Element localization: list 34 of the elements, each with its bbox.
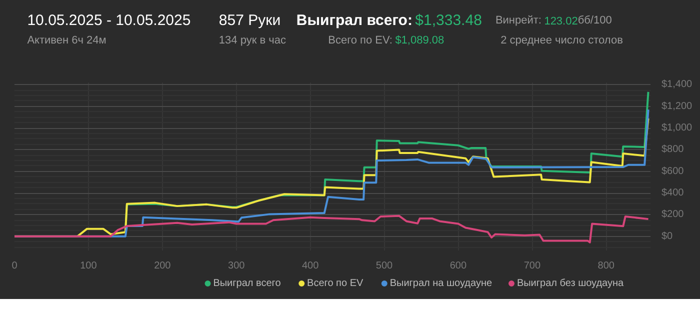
line-series	[14, 214, 650, 244]
text: 123.02	[544, 16, 578, 28]
text: 857 Руки	[218, 12, 281, 29]
y-tick-label: $600	[662, 166, 684, 177]
text: $1,089.08	[395, 34, 444, 46]
text: 10.05.2025 - 10.05.2025	[27, 12, 191, 29]
x-tick-label: 200	[154, 260, 172, 272]
x-tick-label: 700	[524, 260, 541, 272]
text: $1,333.48	[415, 12, 482, 29]
x-tick-label: 0	[12, 260, 18, 272]
legend-label: Выиграл всего	[213, 278, 282, 289]
x-tick-label: 500	[376, 260, 394, 272]
text: Выиграл всего:	[296, 12, 412, 29]
text: бб/100	[578, 14, 612, 26]
legend-label: Выиграл без шоудауна	[516, 278, 624, 289]
y-tick-label: $200	[662, 209, 684, 220]
text: Винрейт:	[495, 14, 542, 26]
x-tick-label: 600	[450, 260, 467, 272]
text: Всего по EV:	[328, 34, 392, 46]
y-tick-label: $1,200	[662, 100, 693, 112]
y-tick-label: $1,400	[662, 79, 693, 90]
legend-label: Всего по EV	[307, 278, 364, 289]
text: 134 рук в час	[218, 34, 286, 46]
y-tick-label: $0	[662, 230, 674, 242]
y-tick-label: $1,000	[662, 122, 693, 134]
x-tick-label: 300	[228, 260, 246, 272]
x-tick-label: 800	[598, 260, 615, 272]
text: Активен 6ч 24м	[27, 34, 106, 46]
x-tick-label: 400	[302, 260, 320, 272]
legend-label: Выиграл на шоудауне	[390, 278, 492, 289]
y-tick-label: $800	[662, 144, 684, 156]
text: 2 среднее число столов	[500, 34, 624, 46]
y-tick-label: $400	[662, 188, 684, 199]
x-tick-label: 100	[80, 260, 98, 272]
